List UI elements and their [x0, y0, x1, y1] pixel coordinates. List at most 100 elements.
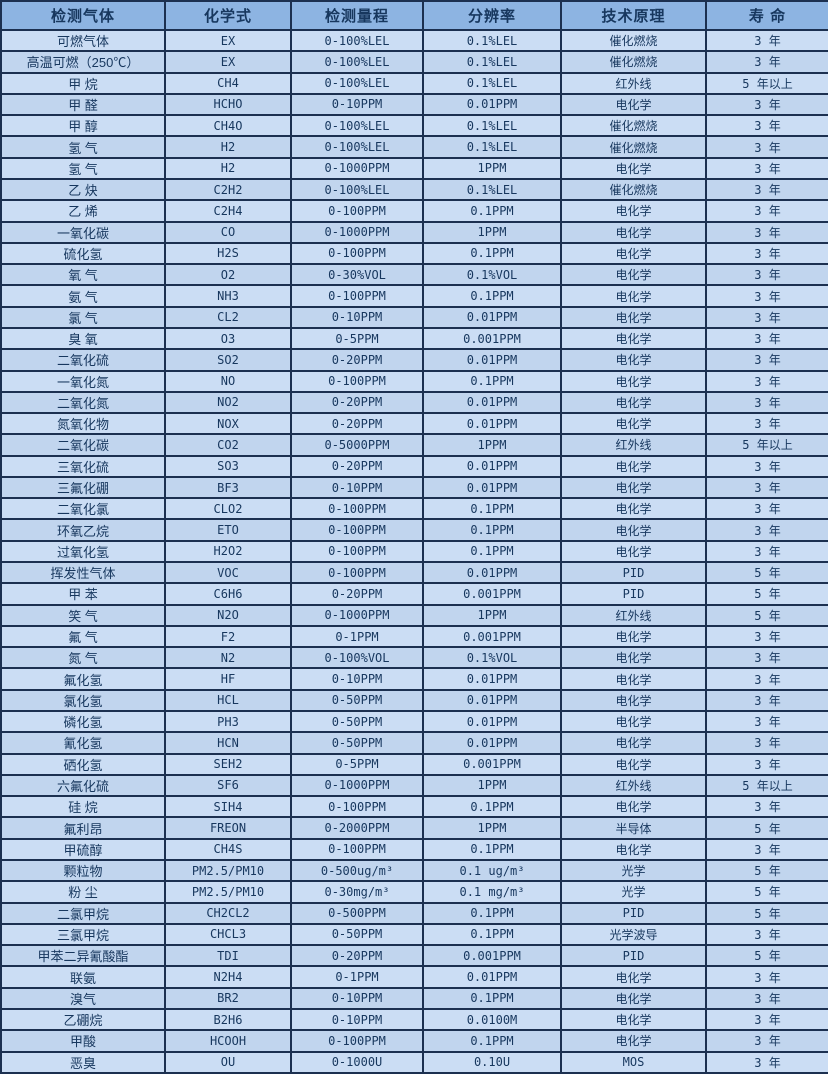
gas-name-cell: 高温可燃（250℃）	[0, 50, 166, 74]
principle-cell: 电化学	[560, 837, 707, 861]
range-cell: 0-20PPM	[290, 944, 424, 968]
range-cell: 0-10PPM	[290, 986, 424, 1010]
lifespan-cell: 3 年	[705, 284, 828, 308]
gas-name-cell: 氟化氢	[0, 667, 166, 691]
range-cell: 0-50PPM	[290, 731, 424, 755]
gas-name-cell: 氧 气	[0, 263, 166, 287]
table-row: 氮 气 N2 0-100%VOL 0.1%VOL 电化学 3 年	[0, 646, 828, 670]
formula-cell: CH4S	[164, 837, 292, 861]
principle-cell: 电化学	[560, 92, 707, 117]
resolution-cell: 0.1%VOL	[422, 646, 562, 670]
table-row: 甲 烷 CH4 0-100%LEL 0.1%LEL 红外线 5 年以上	[0, 71, 828, 95]
formula-cell: CLO2	[164, 497, 292, 521]
table-row: 氨 气 NH3 0-100PPM 0.1PPM 电化学 3 年	[0, 284, 828, 308]
formula-cell: O3	[164, 326, 292, 351]
principle-cell: 电化学	[560, 986, 707, 1010]
table-row: 二氧化氮 NO2 0-20PPM 0.01PPM 电化学 3 年	[0, 390, 828, 415]
resolution-cell: 0.1PPM	[422, 199, 562, 223]
table-row: 氯化氢 HCL 0-50PPM 0.01PPM 电化学 3 年	[0, 688, 828, 713]
range-cell: 0-100PPM	[290, 241, 424, 266]
resolution-cell: 1PPM	[422, 220, 562, 244]
gas-name-cell: 二氧化碳	[0, 433, 166, 457]
lifespan-cell: 3 年	[705, 837, 828, 861]
table-row: 臭 氧 O3 0-5PPM 0.001PPM 电化学 3 年	[0, 326, 828, 351]
range-cell: 0-100PPM	[290, 199, 424, 223]
formula-cell: CH2CL2	[164, 901, 292, 925]
header-chemical-formula: 化学式	[164, 0, 292, 31]
formula-cell: PH3	[164, 709, 292, 734]
table-row: 乙 炔 C2H2 0-100%LEL 0.1%LEL 催化燃烧 3 年	[0, 177, 828, 202]
resolution-cell: 0.01PPM	[422, 688, 562, 713]
table-row: 二氧化碳 CO2 0-5000PPM 1PPM 红外线 5 年以上	[0, 433, 828, 457]
gas-name-cell: 甲苯二异氰酸酯	[0, 944, 166, 968]
resolution-cell: 0.1%LEL	[422, 114, 562, 138]
lifespan-cell: 3 年	[705, 731, 828, 755]
formula-cell: HCHO	[164, 92, 292, 117]
range-cell: 0-1000U	[290, 1050, 424, 1074]
range-cell: 0-100%LEL	[290, 28, 424, 53]
formula-cell: C2H2	[164, 177, 292, 202]
resolution-cell: 0.01PPM	[422, 667, 562, 691]
table-row: 氯 气 CL2 0-10PPM 0.01PPM 电化学 3 年	[0, 305, 828, 329]
table-row: 二氧化氯 CLO2 0-100PPM 0.1PPM 电化学 3 年	[0, 497, 828, 521]
principle-cell: 电化学	[560, 752, 707, 776]
resolution-cell: 0.01PPM	[422, 412, 562, 436]
principle-cell: 催化燃烧	[560, 114, 707, 138]
principle-cell: 电化学	[560, 709, 707, 734]
table-row: 可燃气体 EX 0-100%LEL 0.1%LEL 催化燃烧 3 年	[0, 28, 828, 53]
resolution-cell: 0.1PPM	[422, 901, 562, 925]
range-cell: 0-5PPM	[290, 752, 424, 776]
gas-name-cell: 甲硫醇	[0, 837, 166, 861]
gas-name-cell: 氨 气	[0, 284, 166, 308]
principle-cell: 电化学	[560, 412, 707, 436]
principle-cell: 电化学	[560, 156, 707, 180]
lifespan-cell: 3 年	[705, 220, 828, 244]
formula-cell: VOC	[164, 561, 292, 585]
resolution-cell: 0.01PPM	[422, 731, 562, 755]
principle-cell: 电化学	[560, 1007, 707, 1032]
lifespan-cell: 3 年	[705, 646, 828, 670]
range-cell: 0-20PPM	[290, 390, 424, 415]
resolution-cell: 0.01PPM	[422, 475, 562, 500]
lifespan-cell: 3 年	[705, 390, 828, 415]
header-gas-name: 检测气体	[0, 0, 166, 31]
gas-name-cell: 恶臭	[0, 1050, 166, 1074]
gas-name-cell: 氟 气	[0, 624, 166, 649]
gas-name-cell: 溴气	[0, 986, 166, 1010]
resolution-cell: 0.01PPM	[422, 92, 562, 117]
lifespan-cell: 5 年	[705, 561, 828, 585]
table-row: 氟 气 F2 0-1PPM 0.001PPM 电化学 3 年	[0, 624, 828, 649]
range-cell: 0-100PPM	[290, 369, 424, 393]
gas-name-cell: 三氧化硫	[0, 454, 166, 478]
gas-name-cell: 甲 烷	[0, 71, 166, 95]
table-row: 二氧化硫 SO2 0-20PPM 0.01PPM 电化学 3 年	[0, 348, 828, 372]
lifespan-cell: 3 年	[705, 305, 828, 329]
principle-cell: 电化学	[560, 263, 707, 287]
table-row: 氰化氢 HCN 0-50PPM 0.01PPM 电化学 3 年	[0, 731, 828, 755]
table-row: 颗粒物 PM2.5/PM10 0-500ug/m³ 0.1 ug/m³ 光学 5 年	[0, 858, 828, 883]
gas-name-cell: 一氧化碳	[0, 220, 166, 244]
formula-cell: F2	[164, 624, 292, 649]
gas-name-cell: 二氧化氮	[0, 390, 166, 415]
range-cell: 0-1000PPM	[290, 156, 424, 180]
range-cell: 0-10PPM	[290, 1007, 424, 1032]
table-row: 三氧化硫 SO3 0-20PPM 0.01PPM 电化学 3 年	[0, 454, 828, 478]
gas-name-cell: 甲 醇	[0, 114, 166, 138]
principle-cell: 电化学	[560, 539, 707, 564]
table-row: 甲硫醇 CH4S 0-100PPM 0.1PPM 电化学 3 年	[0, 837, 828, 861]
lifespan-cell: 3 年	[705, 28, 828, 53]
formula-cell: N2O	[164, 603, 292, 627]
formula-cell: SEH2	[164, 752, 292, 776]
resolution-cell: 0.1PPM	[422, 518, 562, 542]
gas-name-cell: 颗粒物	[0, 858, 166, 883]
table-row: 氟化氢 HF 0-10PPM 0.01PPM 电化学 3 年	[0, 667, 828, 691]
range-cell: 0-30mg/m³	[290, 880, 424, 904]
range-cell: 0-1PPM	[290, 965, 424, 989]
principle-cell: 电化学	[560, 688, 707, 713]
gas-name-cell: 甲 醛	[0, 92, 166, 117]
range-cell: 0-5PPM	[290, 326, 424, 351]
table-row: 氮氧化物 NOX 0-20PPM 0.01PPM 电化学 3 年	[0, 412, 828, 436]
table-row: 恶臭 OU 0-1000U 0.10U MOS 3 年	[0, 1050, 828, 1074]
resolution-cell: 0.01PPM	[422, 709, 562, 734]
range-cell: 0-10PPM	[290, 92, 424, 117]
